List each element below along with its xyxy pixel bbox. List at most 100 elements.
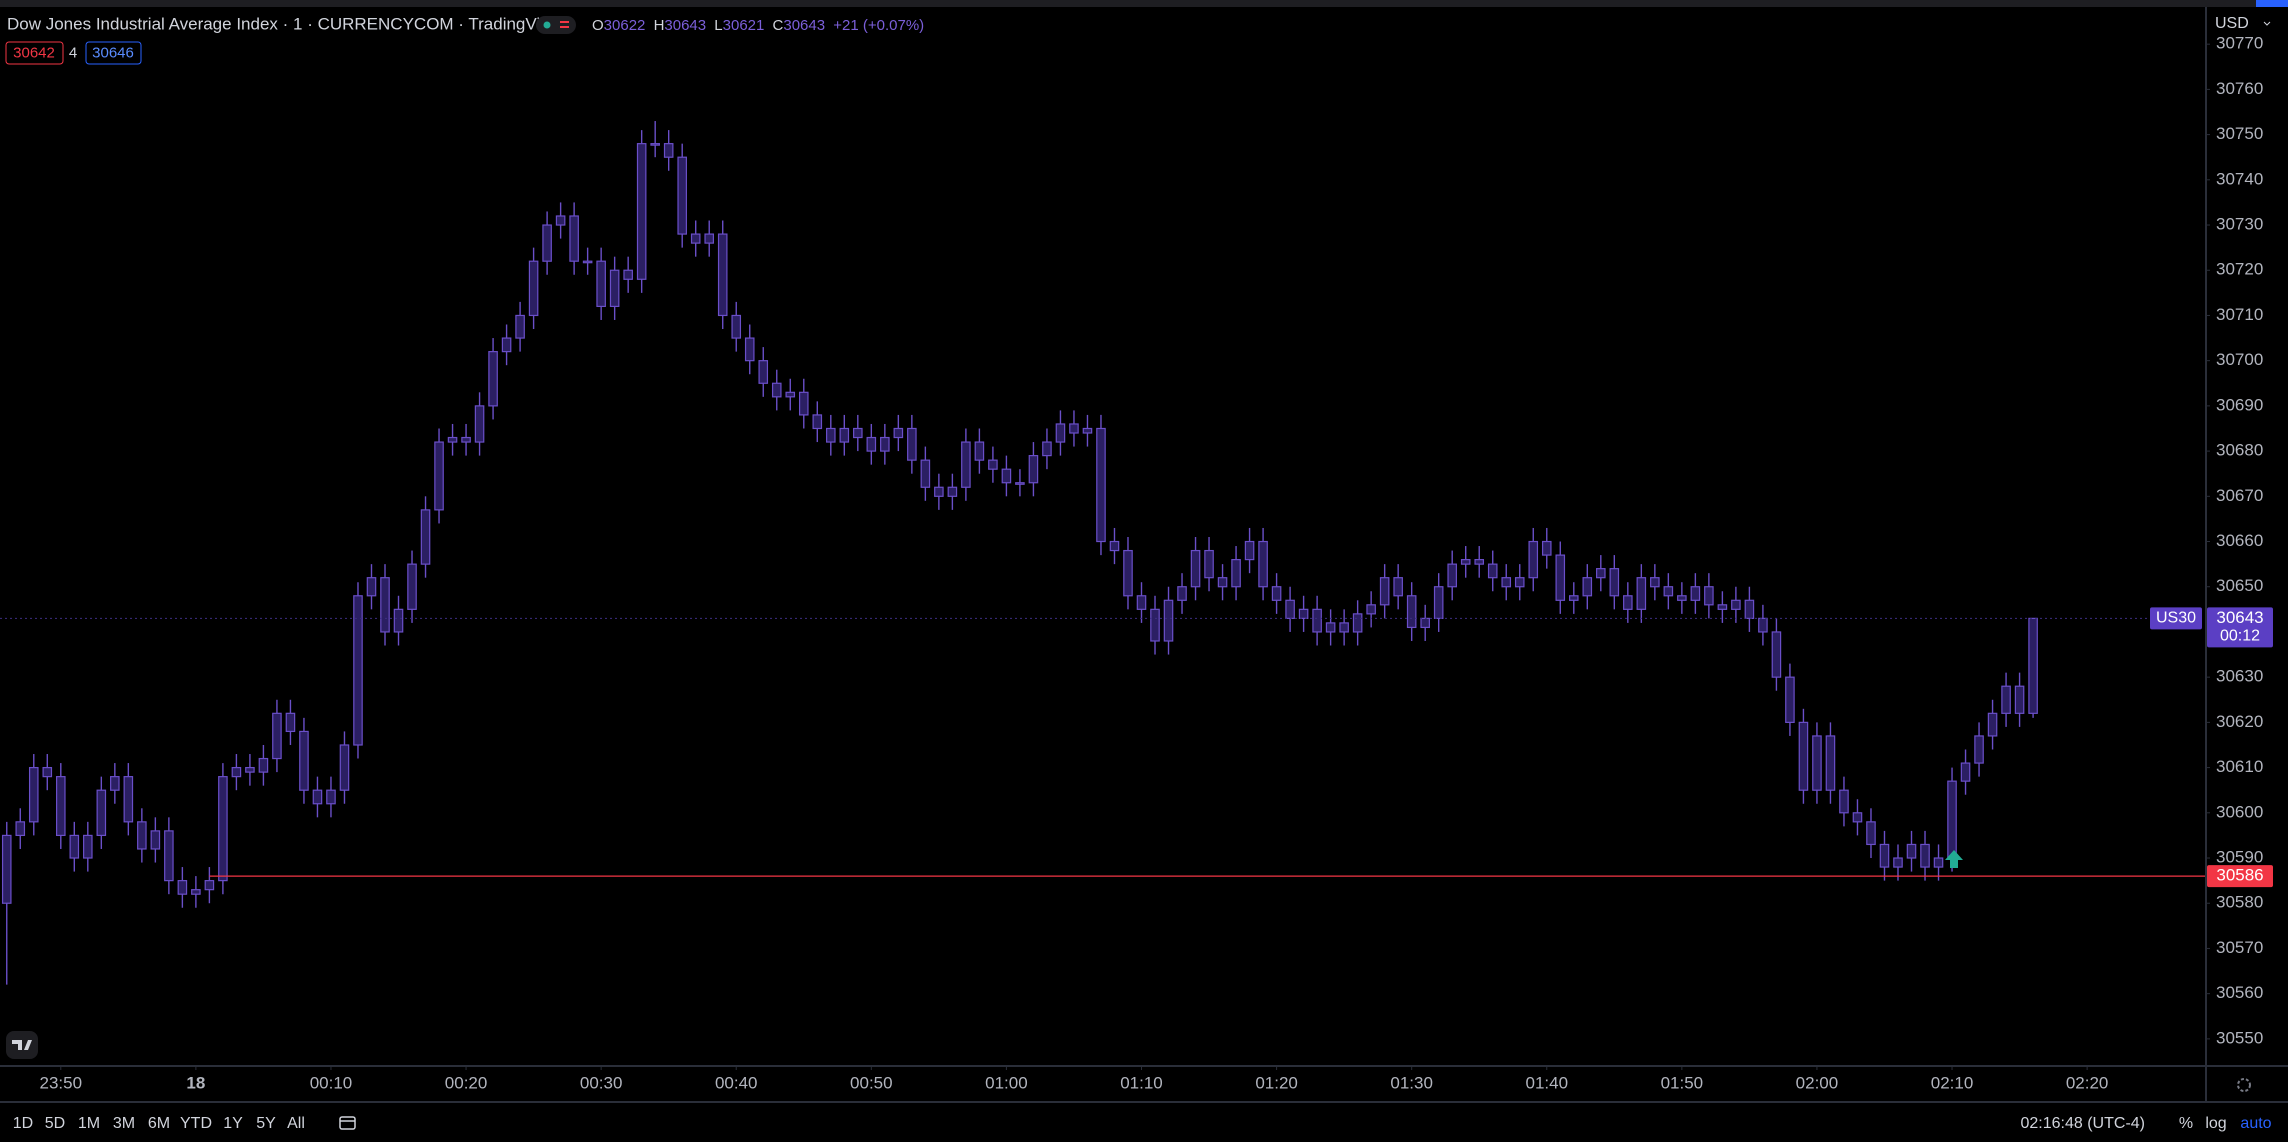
y-tick-label: 30610 bbox=[2216, 757, 2263, 776]
candle-body bbox=[272, 712, 282, 760]
candle-body bbox=[474, 405, 485, 443]
candle-body bbox=[1069, 423, 1079, 434]
y-tick-label: 30750 bbox=[2216, 124, 2263, 143]
sell-button[interactable]: 30642 bbox=[5, 41, 64, 65]
range-button[interactable]: 5D bbox=[45, 1115, 65, 1132]
candle-body bbox=[1096, 427, 1106, 543]
percent-toggle[interactable]: % bbox=[2179, 1115, 2193, 1132]
candle-body bbox=[785, 391, 796, 398]
y-tick-label: 30620 bbox=[2216, 712, 2263, 731]
candle-body bbox=[1636, 577, 1647, 610]
pill-bg bbox=[536, 16, 576, 34]
candle-body bbox=[947, 486, 958, 497]
candle-body bbox=[191, 889, 201, 895]
range-button[interactable]: 6M bbox=[148, 1115, 170, 1132]
candle-body bbox=[15, 821, 26, 837]
candle-body bbox=[1420, 617, 1430, 629]
x-tick-label: 01:10 bbox=[1120, 1073, 1163, 1092]
candle-body bbox=[1339, 622, 1349, 633]
range-button[interactable]: 1M bbox=[78, 1115, 100, 1132]
candle-body bbox=[299, 730, 309, 791]
range-button[interactable]: All bbox=[287, 1115, 305, 1132]
candle-body bbox=[2014, 685, 2025, 714]
candle-body bbox=[812, 414, 823, 430]
candle-body bbox=[1474, 559, 1485, 565]
candle-body bbox=[245, 766, 255, 773]
candle-body bbox=[1015, 482, 1025, 485]
candle-body bbox=[123, 776, 134, 823]
settings-icon[interactable] bbox=[2237, 1078, 2251, 1092]
y-tick-label: 30590 bbox=[2216, 848, 2263, 867]
range-button[interactable]: 1D bbox=[13, 1115, 33, 1132]
candle-body bbox=[677, 156, 687, 235]
candle-body bbox=[1568, 595, 1579, 601]
candle-body bbox=[1258, 540, 1268, 588]
candle-body bbox=[1177, 586, 1187, 601]
candle-body bbox=[1244, 540, 1255, 561]
candle-body bbox=[1596, 568, 1606, 579]
candle-body bbox=[1, 834, 12, 904]
logo-mark bbox=[12, 1040, 32, 1050]
range-button[interactable]: 1Y bbox=[223, 1115, 243, 1132]
candle-body bbox=[1744, 599, 1755, 619]
top-strip bbox=[0, 0, 2288, 7]
ohlc-value: 30643 bbox=[783, 17, 825, 34]
y-tick-label: 30650 bbox=[2216, 576, 2263, 595]
spread: 4 bbox=[69, 44, 77, 61]
candle-body bbox=[1866, 821, 1876, 846]
sell-price[interactable]: 30642 bbox=[13, 44, 55, 61]
y-tick-label: 30760 bbox=[2216, 79, 2263, 98]
top-strip-accent bbox=[2256, 0, 2288, 7]
buy-button[interactable]: 30646 bbox=[85, 41, 142, 65]
symbol-badge bbox=[2150, 607, 2202, 630]
auto-toggle[interactable]: auto bbox=[2240, 1115, 2271, 1132]
x-tick-label: 02:00 bbox=[1796, 1073, 1839, 1092]
candle-body bbox=[447, 436, 458, 443]
y-tick-label: 30730 bbox=[2216, 215, 2263, 234]
candle-body bbox=[434, 441, 444, 511]
candle-body bbox=[1893, 857, 1903, 868]
ohlc-change: +21 (+0.07%) bbox=[833, 17, 924, 34]
candle-body bbox=[663, 143, 674, 158]
range-button[interactable]: 3M bbox=[113, 1115, 135, 1132]
candle-body bbox=[1082, 427, 1093, 434]
candle-body bbox=[96, 789, 107, 837]
candle-body bbox=[204, 880, 215, 891]
candle-body bbox=[1974, 735, 1984, 764]
x-tick-label: 02:20 bbox=[2066, 1073, 2109, 1092]
candle-body bbox=[2001, 685, 2011, 714]
buy-price[interactable]: 30646 bbox=[92, 44, 134, 61]
x-tick-label: 23:50 bbox=[40, 1073, 83, 1092]
candle-body bbox=[285, 712, 296, 733]
price-badge-value: 30643 bbox=[2216, 608, 2263, 627]
candle-body bbox=[1042, 441, 1052, 457]
ohlc-legend: O30622 H30643 L30621 C30643 +21 (+0.07%) bbox=[592, 17, 924, 34]
candle-body bbox=[1582, 577, 1593, 597]
clock: 02:16:48 (UTC-4) bbox=[2021, 1115, 2146, 1132]
candle-body bbox=[1136, 595, 1147, 610]
candle-body bbox=[110, 776, 120, 791]
candle-body bbox=[1460, 559, 1471, 565]
ohlc-value: 30643 bbox=[664, 17, 706, 34]
compare-icon[interactable] bbox=[339, 1116, 356, 1130]
candle-body bbox=[690, 233, 701, 244]
candle-body bbox=[1352, 613, 1363, 633]
range-button[interactable]: YTD bbox=[180, 1115, 212, 1132]
range-button[interactable]: 5Y bbox=[256, 1115, 276, 1132]
log-toggle[interactable]: log bbox=[2205, 1115, 2226, 1132]
x-tick-label: 01:00 bbox=[985, 1073, 1028, 1092]
candle-body bbox=[312, 789, 323, 805]
candle-body bbox=[717, 233, 728, 317]
candle-body bbox=[650, 143, 660, 146]
candle-body bbox=[623, 269, 633, 280]
currency-selector[interactable]: USD bbox=[2215, 15, 2249, 32]
ohlc-label: C bbox=[773, 17, 784, 34]
candle-body bbox=[1123, 549, 1133, 597]
x-tick-label: 18 bbox=[186, 1073, 205, 1092]
candle-body bbox=[1933, 857, 1944, 868]
ohlc-label: O bbox=[592, 17, 604, 34]
candle-body bbox=[866, 436, 877, 452]
